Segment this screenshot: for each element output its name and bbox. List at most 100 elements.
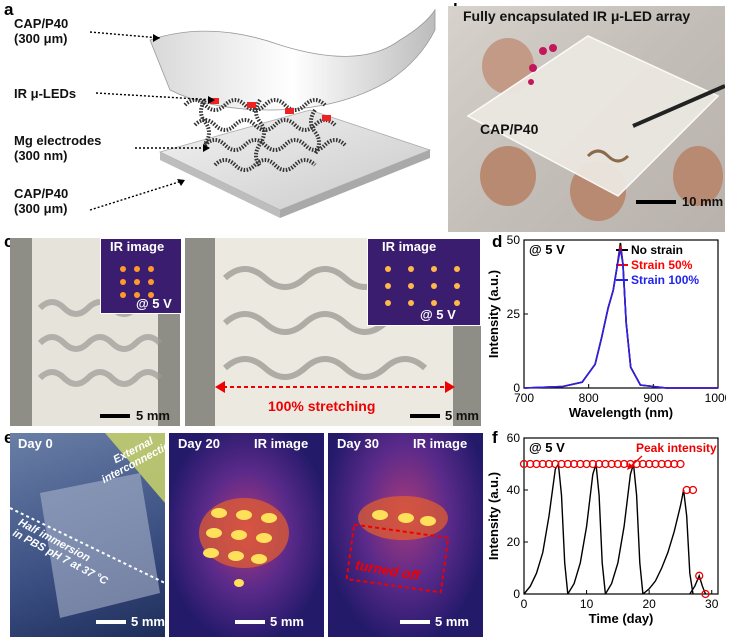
intensity-time-chart: 0 10 20 30 0 20 40 60 Time (day) Intensity (a.u.)… bbox=[486, 432, 719, 626]
peak-marker bbox=[557, 459, 566, 469]
cycle-line-4 bbox=[689, 573, 707, 595]
cycle-line-3 bbox=[642, 489, 694, 595]
panel-e-ir-label-20: IR image bbox=[254, 436, 309, 451]
panel-b-scale-bar bbox=[636, 200, 676, 204]
panel-f-letter: f bbox=[492, 428, 498, 447]
panel-e-scale-bar-1 bbox=[96, 620, 126, 624]
peak-marker bbox=[588, 459, 597, 469]
y-tick-label: 0 bbox=[513, 587, 520, 601]
peak-marker bbox=[657, 459, 666, 469]
panel-e-ir-label-30: IR image bbox=[413, 436, 468, 451]
peak-marker bbox=[645, 459, 654, 469]
panel-c-ir-label-1: IR image bbox=[110, 239, 165, 254]
x-tick-label: 10 bbox=[580, 597, 594, 611]
panel-c-inset-relaxed bbox=[100, 238, 182, 314]
panel-a-illustration bbox=[10, 0, 440, 232]
peak-marker bbox=[695, 571, 704, 580]
peak-marker bbox=[682, 485, 691, 495]
peak-marker bbox=[651, 459, 660, 469]
panel-e-day0: Day 0 bbox=[18, 436, 53, 451]
label-ir-leds: IR μ-LEDs bbox=[14, 86, 77, 101]
panel-c-letter: c bbox=[4, 232, 14, 251]
peak-marker bbox=[576, 459, 585, 469]
panel-e-ir-day20 bbox=[169, 433, 324, 637]
peak-marker bbox=[638, 459, 648, 469]
plot-frame bbox=[523, 437, 719, 595]
chart-annotation: @ 5 V bbox=[529, 440, 565, 455]
y-tick-label: 0 bbox=[513, 381, 520, 395]
legend-label-0: No strain bbox=[631, 243, 683, 257]
peak-marker bbox=[688, 485, 698, 495]
panel-c-voltage-1: @ 5 V bbox=[136, 296, 172, 311]
panel-e-ir-day30 bbox=[328, 433, 483, 637]
peak-marker bbox=[594, 459, 604, 469]
peak-marker bbox=[538, 459, 547, 469]
peak-marker bbox=[663, 459, 673, 469]
panel-c-inset-stretched bbox=[367, 238, 481, 326]
cycle-line-0 bbox=[523, 461, 569, 595]
chart-annotation: @ 5 V bbox=[529, 242, 565, 257]
panel-c-stretch-arrow bbox=[215, 381, 455, 393]
panel-e-scale-label-3: 5 mm bbox=[435, 614, 469, 629]
peak-marker bbox=[563, 459, 572, 469]
x-tick-label: 900 bbox=[643, 391, 663, 405]
legend-label-2: Strain 100% bbox=[631, 273, 699, 287]
y-axis-label: Intensity (a.u.) bbox=[486, 472, 501, 560]
panel-c-scale-label-1: 5 mm bbox=[136, 408, 170, 423]
panel-e-scale-label-2: 5 mm bbox=[270, 614, 304, 629]
panel-c-ir-label-2: IR image bbox=[382, 239, 437, 254]
label-mg-electrodes: Mg electrodes (300 nm) bbox=[14, 133, 102, 163]
panel-e-scale-bar-3 bbox=[400, 620, 430, 624]
panel-b-photo bbox=[448, 6, 725, 232]
x-axis-label: Wavelength (nm) bbox=[569, 405, 673, 420]
peak-marker bbox=[526, 459, 535, 469]
panel-e-scale-label-1: 5 mm bbox=[131, 614, 165, 629]
panel-e-letter: e bbox=[4, 428, 14, 447]
peak-marker bbox=[569, 459, 579, 469]
y-tick-label: 40 bbox=[507, 483, 521, 497]
peak-marker bbox=[582, 459, 591, 469]
x-tick-label: 0 bbox=[521, 597, 528, 611]
panel-e-photo-day0 bbox=[10, 433, 165, 637]
x-tick-label: 30 bbox=[705, 597, 719, 611]
panel-c-scale-bar-2 bbox=[410, 414, 440, 418]
label-cap-bottom: CAP/P40 (300 μm) bbox=[14, 186, 69, 216]
legend-label-1: Strain 50% bbox=[631, 258, 693, 272]
peak-marker bbox=[613, 459, 623, 469]
panel-c-scale-label-2: 5 mm bbox=[445, 408, 479, 423]
y-tick-label: 60 bbox=[507, 432, 521, 445]
peak-marker bbox=[607, 459, 616, 469]
peak-marker bbox=[551, 459, 560, 469]
x-tick-label: 700 bbox=[514, 391, 534, 405]
panel-c-stretch-label: 100% stretching bbox=[268, 398, 376, 414]
cycle-line-2 bbox=[604, 463, 644, 595]
y-tick-label: 25 bbox=[507, 307, 521, 321]
peak-arrow-head bbox=[627, 463, 634, 470]
panel-c-voltage-2: @ 5 V bbox=[420, 307, 456, 322]
panel-e-day20: Day 20 bbox=[178, 436, 220, 451]
peak-marker bbox=[619, 459, 629, 469]
panel-b-cap-label: CAP/P40 bbox=[480, 121, 539, 137]
panel-d-letter: d bbox=[492, 232, 503, 251]
panel-a-letter: a bbox=[4, 0, 14, 19]
peak-marker bbox=[701, 589, 710, 599]
panel-b-scale-label: 10 mm bbox=[682, 194, 724, 209]
x-tick-label: 800 bbox=[579, 391, 599, 405]
y-tick-label: 20 bbox=[507, 535, 521, 549]
panel-e-day30: Day 30 bbox=[337, 436, 379, 451]
series-line-2 bbox=[523, 248, 718, 389]
panel-e-scale-bar-2 bbox=[235, 620, 265, 624]
x-axis-label: Time (day) bbox=[589, 611, 654, 626]
peak-marker bbox=[670, 459, 679, 469]
cycle-line-1 bbox=[567, 463, 607, 595]
x-tick-label: 20 bbox=[642, 597, 656, 611]
panel-b-title: Fully encapsulated IR μ-LED array bbox=[463, 8, 691, 24]
peak-label: Peak intensity bbox=[636, 441, 717, 455]
peak-marker bbox=[519, 459, 529, 469]
peak-marker bbox=[532, 459, 541, 469]
label-cap-top: CAP/P40 (300 μm) bbox=[14, 16, 69, 46]
panel-c-scale-bar-1 bbox=[100, 414, 130, 418]
y-axis-label: Intensity (a.u.) bbox=[486, 270, 501, 358]
